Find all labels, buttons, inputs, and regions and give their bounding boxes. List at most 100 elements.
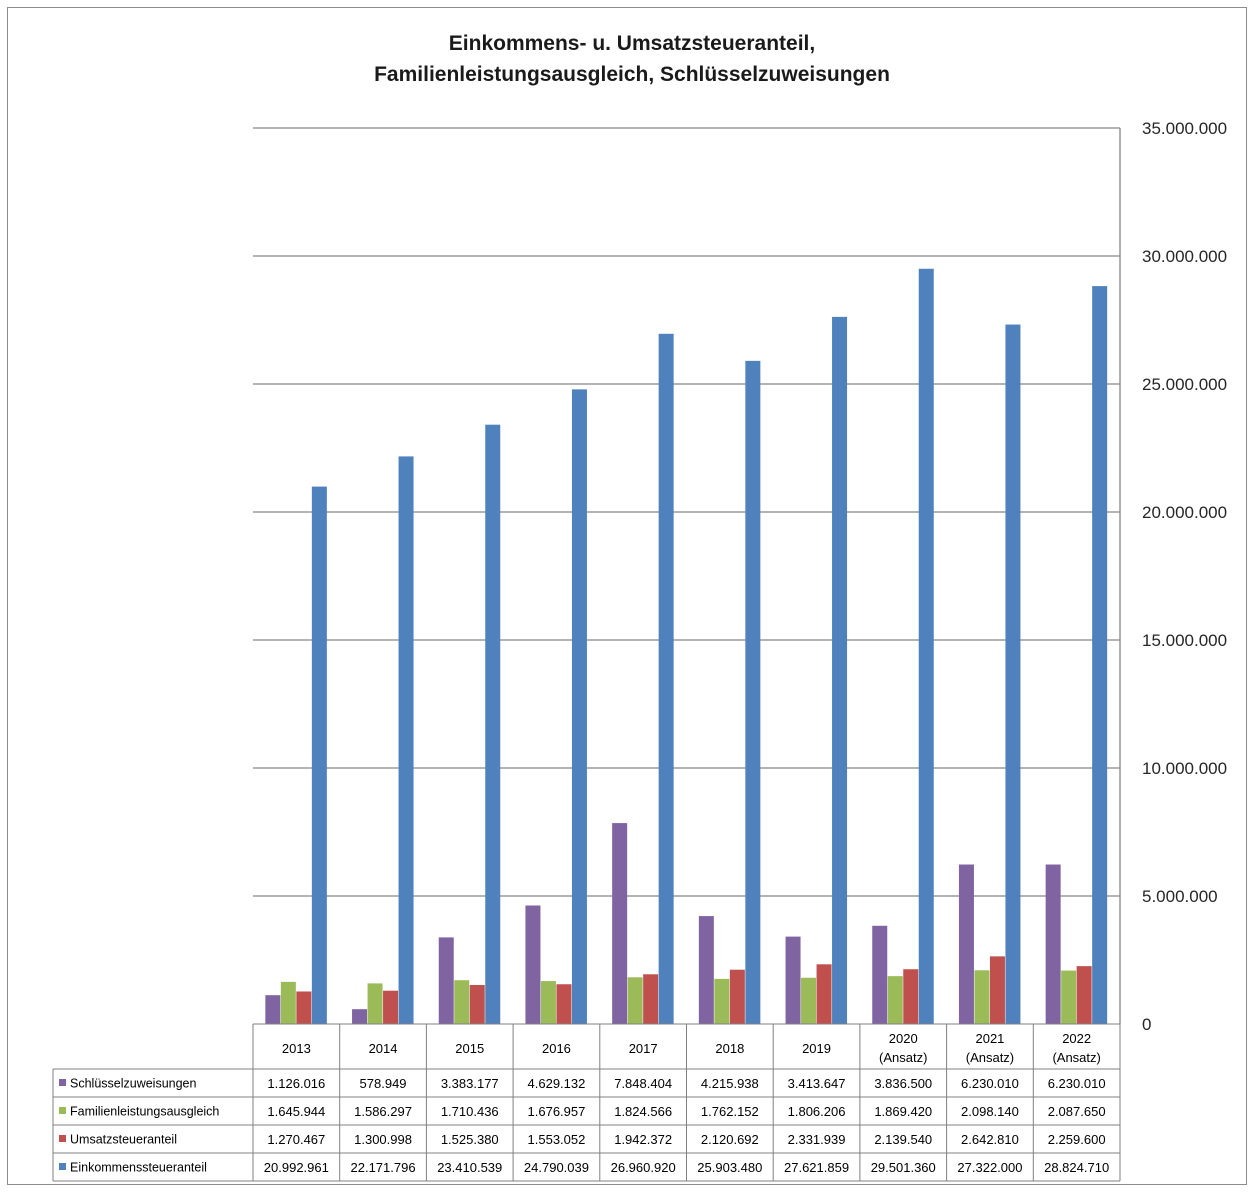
bar-familienleistungsausgleich-8 [974,970,990,1024]
data-table-cell: 4.215.938 [701,1076,759,1091]
category-label: 2019 [802,1041,831,1056]
legend-key [59,1135,66,1142]
data-table-cell: 20.992.961 [264,1160,329,1175]
bar-einkommenssteueranteil-2 [485,424,501,1025]
data-table-cell: 578.949 [360,1076,407,1091]
category-label: 2017 [629,1041,658,1056]
data-table-cell: 22.171.796 [351,1160,416,1175]
data-table-cell: 1.676.957 [528,1104,586,1119]
bar-schlüsselzuweisungen-7 [872,925,888,1024]
bar-einkommenssteueranteil-9 [1092,286,1108,1025]
category-label: 2020 [889,1031,918,1046]
data-table-cell: 1.270.467 [267,1132,325,1147]
data-table-cell: 2.098.140 [961,1104,1019,1119]
data-table-cell: 29.501.360 [871,1160,936,1175]
y-tick-label: 25.000.000 [1142,375,1227,394]
category-label: (Ansatz) [966,1050,1014,1065]
bar-schlüsselzuweisungen-4 [612,823,628,1024]
data-table-cell: 2.087.650 [1048,1104,1106,1119]
bar-familienleistungsausgleich-3 [540,981,556,1024]
chart-title: Einkommens- u. Umsatzsteueranteil, Famil… [0,28,1255,90]
data-table-cell: 27.322.000 [957,1160,1022,1175]
data-table-cell: 2.139.540 [874,1132,932,1147]
data-table-cell: 23.410.539 [437,1160,502,1175]
data-table-cell: 3.413.647 [788,1076,846,1091]
data-table: 2013 2014 2015 2016 2017 2018 2019 2020 (Ansatz)… [52,1023,1121,1182]
bar-umsatzsteueranteil-3 [556,984,572,1024]
y-tick-label: 35.000.000 [1142,119,1227,138]
data-table-cell: 1.869.420 [874,1104,932,1119]
chart-title-line-1: Einkommens- u. Umsatzsteueranteil, [448,32,816,55]
legend-key [59,1079,66,1086]
bar-umsatzsteueranteil-1 [383,990,399,1024]
data-table-cell: 1.806.206 [788,1104,846,1119]
bar-umsatzsteueranteil-8 [989,956,1005,1024]
bar-familienleistungsausgleich-1 [367,983,383,1024]
bar-einkommenssteueranteil-5 [745,360,761,1024]
y-tick-label: 20.000.000 [1142,503,1227,522]
y-tick-label: 10.000.000 [1142,759,1227,778]
bar-familienleistungsausgleich-5 [714,978,730,1024]
data-table-cell: 3.383.177 [441,1076,499,1091]
data-table-cell: 4.629.132 [528,1076,586,1091]
bar-schlüsselzuweisungen-1 [352,1009,368,1024]
bar-familienleistungsausgleich-7 [887,976,903,1024]
category-label: 2016 [542,1041,571,1056]
data-table-cell: 1.824.566 [614,1104,672,1119]
legend-label: Einkommenssteueranteil [70,1161,207,1175]
bar-einkommenssteueranteil-0 [311,486,327,1024]
bar-umsatzsteueranteil-7 [903,969,919,1024]
category-label: 2021 [975,1031,1004,1046]
bar-familienleistungsausgleich-2 [454,980,470,1024]
data-table-cell: 1.762.152 [701,1104,759,1119]
gridlines [253,127,1121,1024]
data-table-cell: 6.230.010 [1048,1076,1106,1091]
bar-umsatzsteueranteil-4 [643,974,659,1024]
y-tick-label: 5.000.000 [1142,887,1218,906]
bar-einkommenssteueranteil-3 [571,389,587,1024]
data-table-cell: 2.642.810 [961,1132,1019,1147]
category-label: (Ansatz) [1052,1050,1100,1065]
data-table-cell: 27.621.859 [784,1160,849,1175]
category-label: 2022 [1062,1031,1091,1046]
data-table-cell: 1.525.380 [441,1132,499,1147]
data-table-cell: 6.230.010 [961,1076,1019,1091]
data-table-cell: 28.824.710 [1044,1160,1109,1175]
y-axis-tick-labels: 0 5.000.000 10.000.000 15.000.000 20.000.000… [1142,119,1227,1034]
data-table-cell: 1.645.944 [267,1104,325,1119]
category-label: 2014 [369,1041,398,1056]
bar-einkommenssteueranteil-7 [918,268,934,1024]
data-table-cell: 1.300.998 [354,1132,412,1147]
legend-label: Umsatzsteueranteil [70,1133,177,1147]
bar-einkommenssteueranteil-4 [658,333,674,1025]
y-tick-label: 0 [1142,1015,1151,1034]
bar-umsatzsteueranteil-5 [729,969,745,1024]
legend-label: Familienleistungsausgleich [70,1105,219,1119]
data-table-cell: 3.836.500 [874,1076,932,1091]
legend-key [59,1107,66,1114]
data-table-cell: 24.790.039 [524,1160,589,1175]
bar-schlüsselzuweisungen-2 [438,937,454,1024]
bar-familienleistungsausgleich-6 [801,977,817,1024]
bar-familienleistungsausgleich-0 [280,981,296,1024]
bar-schlüsselzuweisungen-3 [525,905,541,1024]
category-label: 2013 [282,1041,311,1056]
data-table-cell: 1.942.372 [614,1132,672,1147]
chart-title-line-2: Familienleistungsausgleich, Schlüsselzuw… [374,63,890,86]
bar-familienleistungsausgleich-9 [1061,970,1077,1024]
bar-umsatzsteueranteil-6 [816,964,832,1024]
data-table-cell: 26.960.920 [611,1160,676,1175]
category-label: 2018 [715,1041,744,1056]
bar-einkommenssteueranteil-8 [1005,324,1021,1025]
category-label: 2015 [455,1041,484,1056]
data-table-cell: 1.710.436 [441,1104,499,1119]
bars [265,268,1108,1025]
bar-schlüsselzuweisungen-6 [785,936,801,1024]
bar-schlüsselzuweisungen-9 [1045,864,1061,1024]
bar-einkommenssteueranteil-6 [832,316,848,1025]
bar-umsatzsteueranteil-9 [1076,966,1092,1024]
data-table-cell: 2.331.939 [788,1132,846,1147]
y-tick-label: 15.000.000 [1142,631,1227,650]
legend-key [59,1163,66,1170]
